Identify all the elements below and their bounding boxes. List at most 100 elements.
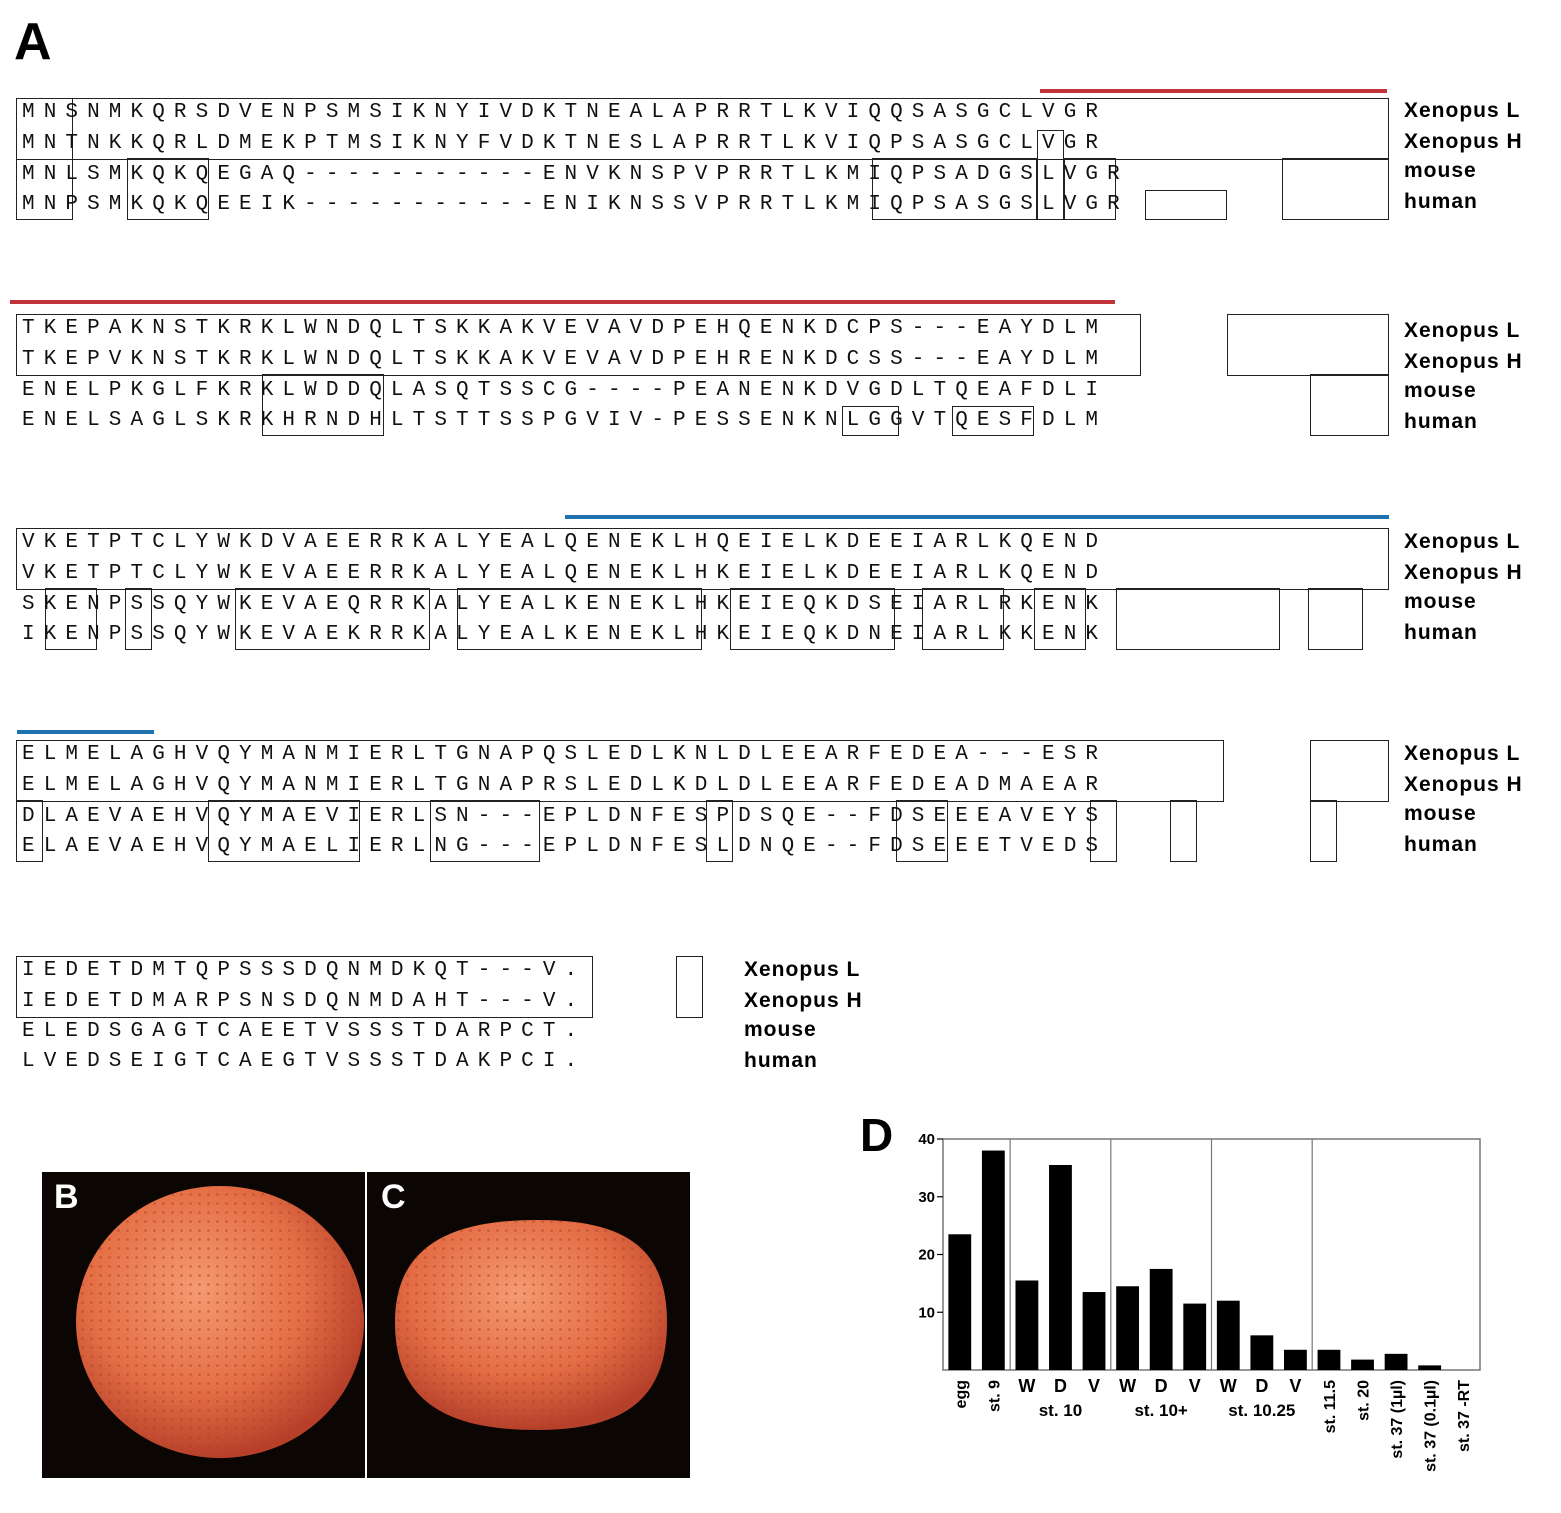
species-label: Xenopus H [1404,130,1523,153]
alignment-box [127,158,209,220]
x-tick-label: st. 37 -RT [1456,1380,1473,1452]
bar-3 [1015,1280,1039,1370]
sequence-row: IEDETDMTQPSSSDQNMDKQT---V. [22,959,587,982]
alignment-box [16,98,73,220]
alignment-box [1310,740,1389,802]
alignment-box [457,588,702,650]
sequence-row: MNPSMKQKQEEIK-----------ENIKNSSVPRRTLKMI… [22,193,1129,216]
x-tick-label: D [1155,1376,1168,1396]
alignment-box [208,800,360,862]
x-tick-label: V [1088,1376,1100,1396]
x-tick-label: D [1054,1376,1067,1396]
x-tick-label: st. 9 [986,1380,1003,1412]
conserved-region-bar-blue-2 [17,730,154,734]
sequence-row: IEDETDMARPSNSDQNMDAHT---V. [22,990,587,1013]
sequence-row: ENELPKGLFKRKLWDDQLASQTSSCG----PEANENKDVG… [22,379,1108,402]
y-tick-label: 30 [918,1189,935,1206]
alignment-box [16,956,593,1018]
species-label: mouse [744,1018,817,1041]
species-label: Xenopus L [744,958,861,981]
alignment-box [45,588,97,650]
conserved-region-bar-red-1 [1040,89,1387,93]
species-label: Xenopus H [744,989,863,1012]
conserved-region-bar-red-2 [10,300,1115,304]
sequence-row: ENELSAGLSKRKHRNDHLTSTTSSPGVIV-PESSENKNLG… [22,409,1108,432]
alignment-box [125,588,152,650]
bar-14 [1384,1353,1408,1370]
species-label: Xenopus L [1404,742,1521,765]
x-tick-label: V [1289,1376,1301,1396]
alignment-box [952,406,1034,436]
bar-12 [1317,1349,1341,1370]
sequence-row: TKEPVKNSTKRKLWNDQLTSKKAKVEVAVDPEHRENKDCS… [22,348,1108,371]
bar-6 [1116,1286,1140,1370]
sequence-row: IKENPSSQYWKEVAEKRRKALYEALKENEKLHKEIEQKDN… [22,623,1108,646]
species-label: mouse [1404,590,1477,613]
species-label: mouse [1404,802,1477,825]
sequence-row: ELAEVAEHVQYMAELIERLNG---EPLDNFESLDNQE--F… [22,835,1108,858]
alignment-box [1116,588,1280,650]
alignment-box [1037,130,1064,220]
sequence-row: MNTNKKQRLDMEKPTMSIKNYFVDKTNESLAPRRTLKVIQ… [22,132,1108,155]
x-tick-label: W [1018,1376,1035,1396]
sequence-row: TKEPAKNSTKRKLWNDQLTSKKAKVEVAVDPEHQENKDCP… [22,317,1108,340]
panel-c-label: C [381,1178,406,1216]
alignment-box [1034,588,1086,650]
embryo-photo-c: C [367,1172,690,1478]
alignment-box [706,800,733,862]
bar-11 [1283,1349,1307,1370]
alignment-box [262,374,384,436]
alignment-box [16,314,1141,376]
sequence-row: ELMELAGHVQYMANMIERLTGNAPRSLEDLKDLDLEEARF… [22,774,1108,797]
alignment-box [235,588,430,650]
alignment-box [730,588,895,650]
species-label: human [1404,410,1478,433]
alignment-box [872,158,1037,220]
alignment-box [842,406,899,436]
species-label: Xenopus H [1404,350,1523,373]
group-label: st. 10.25 [1228,1401,1295,1420]
alignment-box [1310,374,1389,436]
alignment-box [1145,190,1227,220]
x-tick-label: st. 20 [1356,1380,1373,1421]
group-label: st. 10+ [1134,1401,1187,1420]
species-label: human [1404,833,1478,856]
x-tick-label: st. 11.5 [1322,1380,1339,1433]
group-label: st. 10 [1039,1401,1082,1420]
embryo-round-image [76,1186,364,1458]
alignment-box [896,800,948,862]
sequence-row: SKENPSSQYWKEVAEQRRKALYEALKENEKLHKEIEQKDS… [22,593,1108,616]
alignment-box [676,956,703,1018]
alignment-box [1227,314,1389,376]
bar-1 [948,1234,972,1370]
x-tick-label: V [1189,1376,1201,1396]
species-label: Xenopus L [1404,319,1521,342]
alignment-box [16,800,43,862]
species-label: human [1404,621,1478,644]
y-tick-label: 40 [918,1131,935,1148]
bar-2 [981,1150,1005,1370]
sequence-row: MNSNMKQRSDVENPSMSIKNYIVDKTNEALAPRRTLKVIQ… [22,101,1108,124]
alignment-box [430,800,540,862]
embryo-side-image [395,1220,667,1430]
x-tick-label: W [1220,1376,1237,1396]
species-label: Xenopus H [1404,773,1523,796]
bar-15 [1418,1365,1442,1370]
sequence-row: LVEDSEIGTCAEGTVSSSTDAKPCI. [22,1050,587,1073]
sequence-row: VKETPTCLYWKEVAEERRKALYEALQENEKLHKEIELKDE… [22,562,1108,585]
species-label: mouse [1404,159,1477,182]
alignment-box [1282,158,1389,220]
x-tick-label: egg [953,1380,970,1408]
alignment-box [1308,588,1363,650]
species-label: human [744,1049,818,1072]
bar-13 [1351,1359,1374,1370]
species-label: Xenopus H [1404,561,1523,584]
sequence-row: MNLSMKQKQEGAQ-----------ENVKNSPVPRRTLKMI… [22,163,1129,186]
species-label: mouse [1404,379,1477,402]
alignment-box [1310,800,1337,862]
alignment-box [16,740,1224,802]
alignment-box [1064,158,1116,220]
bar-5 [1082,1292,1106,1370]
embryo-photo-b: B [42,1172,365,1478]
